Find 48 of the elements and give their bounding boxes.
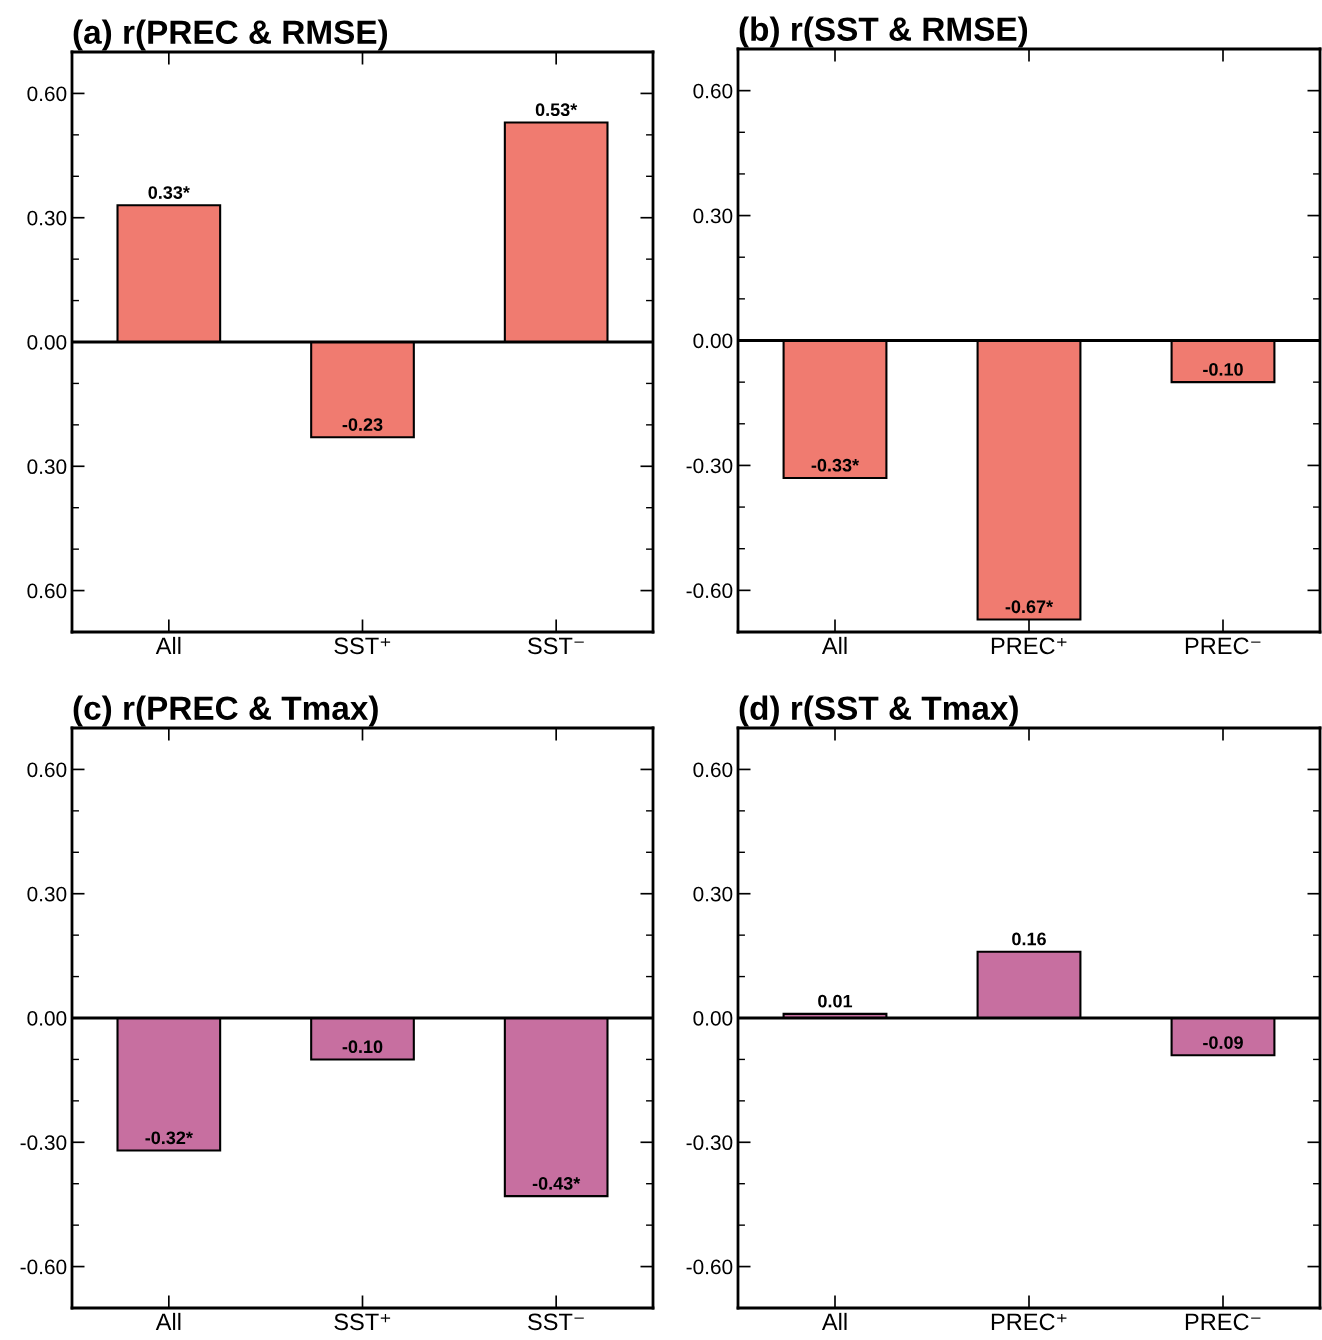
x-tick-label: All (821, 636, 847, 654)
y-tick-label: 0.60 (27, 583, 67, 599)
chart-title: (c) r(PREC & Tmax) (73, 695, 378, 727)
y-tick-label: 0.30 (693, 886, 733, 902)
x-tick-label: All (155, 1312, 181, 1330)
y-tick-label: 0.00 (693, 333, 733, 349)
y-tick-label: 0.00 (27, 335, 67, 350)
x-tick-label: PREC⁺ (991, 637, 1067, 655)
x-tick-label: All (821, 1312, 847, 1330)
data-label: -0.32* (145, 1131, 193, 1145)
y-tick-label: 0.30 (27, 886, 67, 902)
data-label: 0.16 (1012, 932, 1046, 946)
y-tick-label: 0.60 (693, 762, 733, 778)
y-tick-label: -0.30 (686, 1135, 733, 1151)
y-tick-label: 0.30 (693, 208, 733, 224)
x-tick-label: PREC⁻ (1185, 637, 1261, 655)
y-tick-label: -0.60 (686, 583, 733, 599)
y-tick-label: 0.60 (27, 762, 67, 778)
data-label: -0.33* (811, 458, 860, 472)
data-label: 0.01 (818, 994, 853, 1008)
data-label: -0.43* (532, 1177, 581, 1190)
x-tick-label: PREC⁺ (991, 1313, 1067, 1331)
y-tick-label: 0.30 (27, 459, 67, 475)
x-tick-label: SST⁺ (334, 637, 391, 655)
chart-title: (b) r(SST & RMSE) (739, 16, 1028, 48)
x-tick-label: All (155, 636, 181, 654)
data-label: -0.23 (342, 418, 383, 431)
y-tick-label: 0.00 (693, 1011, 733, 1026)
y-tick-label: -0.60 (686, 1259, 733, 1275)
data-label: -0.67* (1005, 600, 1054, 614)
y-tick-label: -0.30 (20, 1135, 67, 1151)
y-tick-label: 0.00 (27, 1011, 67, 1026)
chart-title: (a) r(PREC & RMSE) (73, 19, 388, 51)
chart-title: (d) r(SST & Tmax) (739, 695, 1018, 727)
y-tick-label: 0.30 (27, 210, 67, 226)
y-tick-label: 0.60 (693, 83, 733, 99)
y-tick-label: -0.60 (20, 1259, 67, 1275)
data-label: -0.10 (1203, 363, 1243, 376)
x-tick-label: SST⁻ (528, 637, 584, 655)
x-tick-label: SST⁻ (528, 1313, 584, 1331)
data-label: -0.10 (342, 1040, 383, 1054)
data-label: 0.53* (535, 103, 578, 117)
y-tick-label: 0.60 (27, 86, 67, 102)
x-tick-label: SST⁺ (334, 1313, 391, 1331)
data-label: -0.09 (1203, 1036, 1243, 1049)
data-label: 0.33* (148, 186, 190, 199)
y-tick-label: -0.30 (686, 458, 733, 474)
x-tick-label: PREC⁻ (1185, 1313, 1261, 1331)
